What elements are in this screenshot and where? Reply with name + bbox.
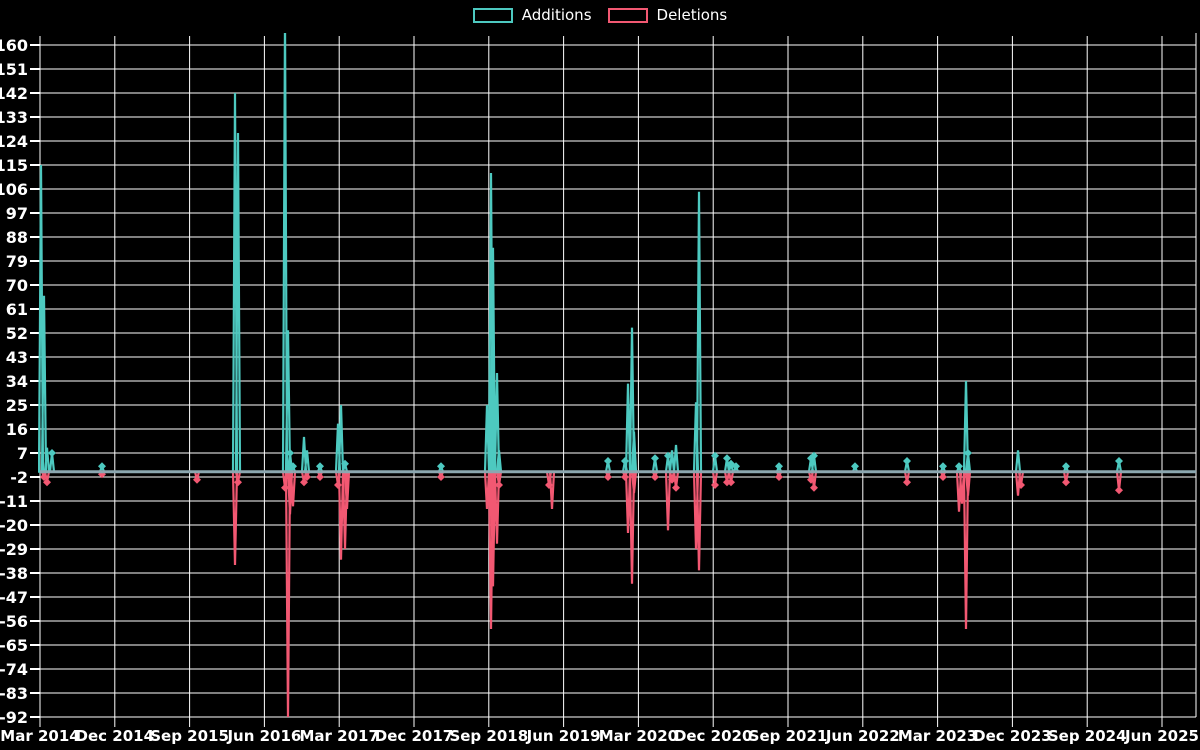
svg-text:97: 97: [6, 204, 28, 223]
svg-text:25: 25: [6, 396, 28, 415]
svg-text:-38: -38: [0, 564, 28, 583]
svg-text:61: 61: [6, 300, 28, 319]
legend-label-additions: Additions: [521, 6, 592, 24]
svg-text:160: 160: [0, 36, 28, 55]
svg-text:Jun 2025: Jun 2025: [1124, 727, 1199, 745]
svg-text:Sep 2024: Sep 2024: [1048, 727, 1127, 745]
svg-text:Jun 2019: Jun 2019: [526, 727, 601, 745]
svg-text:Mar 2020: Mar 2020: [599, 727, 678, 745]
legend-item-additions[interactable]: Additions: [472, 6, 592, 24]
svg-text:Mar 2023: Mar 2023: [898, 727, 977, 745]
svg-text:Sep 2018: Sep 2018: [449, 727, 528, 745]
svg-text:Dec 2017: Dec 2017: [375, 727, 454, 745]
svg-text:124: 124: [0, 132, 28, 151]
svg-text:-47: -47: [0, 588, 28, 607]
svg-text:Sep 2015: Sep 2015: [150, 727, 229, 745]
svg-text:79: 79: [6, 252, 28, 271]
svg-text:-92: -92: [0, 708, 28, 727]
svg-text:151: 151: [0, 60, 28, 79]
svg-text:Dec 2014: Dec 2014: [76, 727, 155, 745]
svg-text:115: 115: [0, 156, 28, 175]
svg-text:133: 133: [0, 108, 28, 127]
svg-text:-20: -20: [0, 516, 28, 535]
svg-text:Dec 2023: Dec 2023: [973, 727, 1052, 745]
svg-text:70: 70: [6, 276, 28, 295]
svg-text:-11: -11: [0, 492, 28, 511]
svg-text:142: 142: [0, 84, 28, 103]
svg-text:Jun 2016: Jun 2016: [226, 727, 301, 745]
svg-text:-29: -29: [0, 540, 28, 559]
svg-text:Mar 2014: Mar 2014: [0, 727, 79, 745]
deletions-swatch-icon: [607, 8, 648, 23]
svg-text:16: 16: [6, 420, 28, 439]
svg-text:34: 34: [6, 372, 28, 391]
svg-text:Jun 2022: Jun 2022: [825, 727, 900, 745]
svg-text:88: 88: [6, 228, 28, 247]
legend-item-deletions[interactable]: Deletions: [607, 6, 728, 24]
svg-text:43: 43: [6, 348, 28, 367]
svg-text:-83: -83: [0, 684, 28, 703]
svg-text:Sep 2021: Sep 2021: [749, 727, 828, 745]
chart-legend: Additions Deletions: [0, 8, 1200, 23]
svg-text:Dec 2020: Dec 2020: [674, 727, 753, 745]
legend-label-deletions: Deletions: [656, 6, 728, 24]
additions-swatch-icon: [472, 8, 513, 23]
svg-text:-56: -56: [0, 612, 28, 631]
svg-text:-65: -65: [0, 636, 28, 655]
svg-text:106: 106: [0, 180, 28, 199]
svg-text:-74: -74: [0, 660, 28, 679]
svg-text:-2: -2: [10, 468, 28, 487]
svg-text:7: 7: [17, 444, 28, 463]
svg-text:52: 52: [6, 324, 28, 343]
svg-text:Mar 2017: Mar 2017: [299, 727, 378, 745]
